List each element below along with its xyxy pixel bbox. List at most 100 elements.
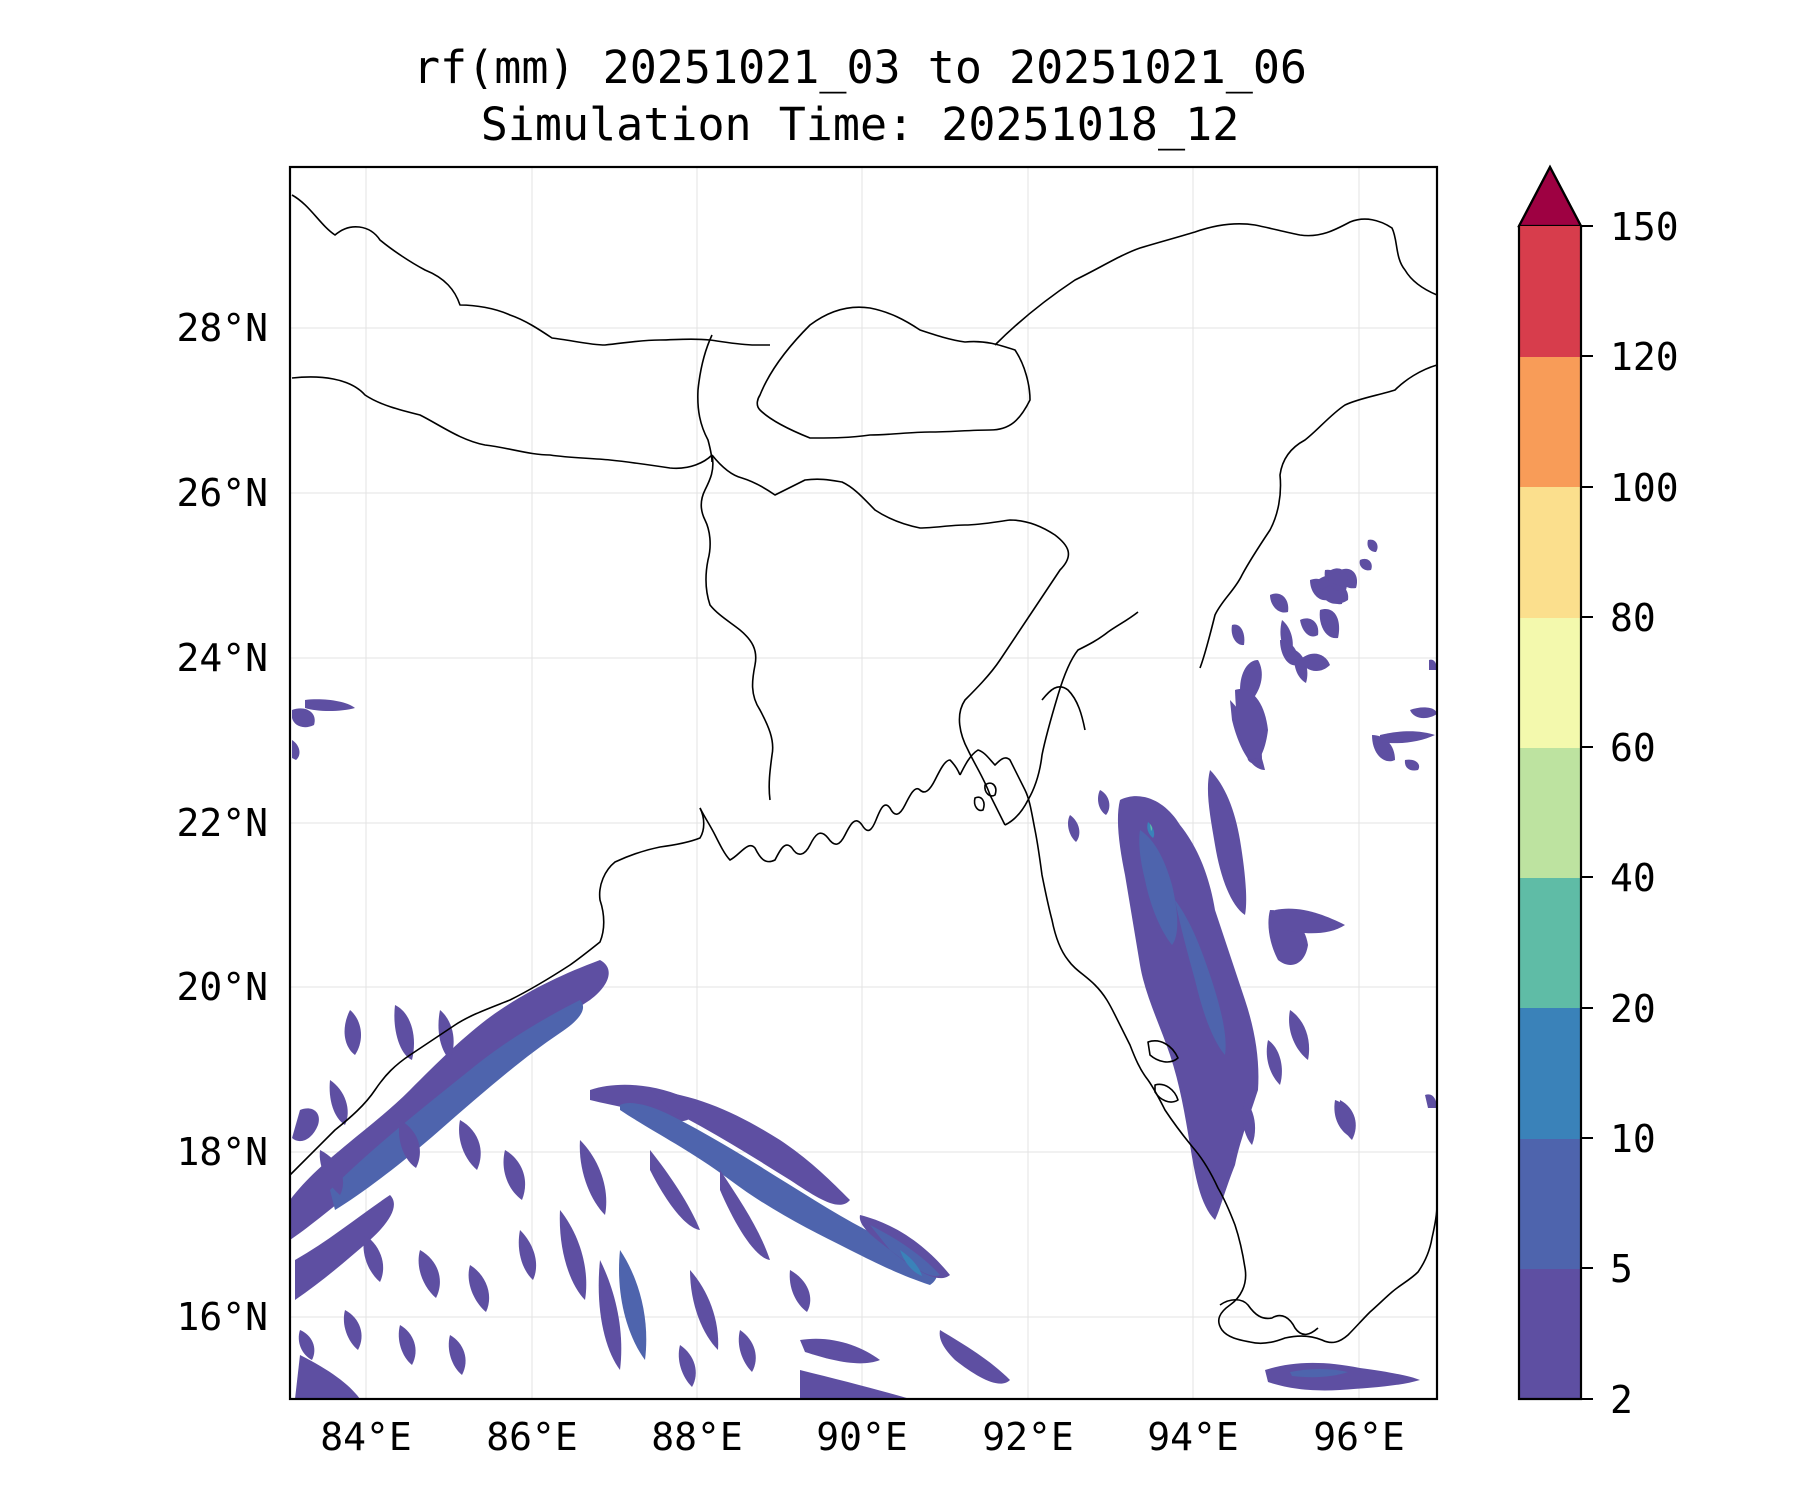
y-tick-label: 20°N xyxy=(176,965,268,1009)
y-tick-label: 28°N xyxy=(176,306,268,350)
rain-cell xyxy=(1266,1040,1282,1085)
y-tick-label: 24°N xyxy=(176,636,268,680)
coastlines-borders xyxy=(289,194,1438,1345)
x-tick-label: 84°E xyxy=(320,1415,412,1459)
border-bangladesh-west xyxy=(700,454,774,801)
rain-cell xyxy=(1367,539,1378,552)
x-tick-label: 92°E xyxy=(982,1415,1074,1459)
rainfall-contours xyxy=(290,539,1437,1399)
y-tick-label: 16°N xyxy=(176,1295,268,1339)
rain-cell xyxy=(1275,908,1345,934)
rain-cell xyxy=(298,1330,315,1360)
rain-cell xyxy=(1300,618,1319,637)
rain-cell xyxy=(1231,624,1245,646)
title-line-2: Simulation Time: 20251018_12 xyxy=(481,98,1240,151)
colorbar-segment xyxy=(1519,747,1581,878)
rain-cell xyxy=(398,1325,416,1365)
rain-cell xyxy=(1319,609,1340,639)
rain-cell xyxy=(678,1345,696,1387)
colorbar-segment xyxy=(1519,617,1581,748)
rain-cell xyxy=(690,1270,719,1350)
rain-cell xyxy=(720,1170,770,1260)
colorbar-tick-label: 10 xyxy=(1610,1117,1656,1161)
rain-cell xyxy=(438,1010,454,1060)
rain-cell xyxy=(1235,689,1266,760)
border-tripura xyxy=(1041,685,1086,731)
rain-cell xyxy=(295,1355,360,1399)
border-nepal-south xyxy=(291,376,713,470)
rain-cell xyxy=(1150,824,1153,831)
colorbar-outline xyxy=(1517,164,1583,1401)
colorbar-tick-label: 40 xyxy=(1610,856,1656,900)
rain-cell xyxy=(1300,653,1330,672)
rain-cell xyxy=(448,1335,466,1375)
coast-myanmar-islands xyxy=(1154,1083,1179,1103)
coast-bangladesh-east xyxy=(959,749,1438,1345)
colorbar-segment xyxy=(1519,1138,1581,1269)
rain-cell xyxy=(800,1338,880,1364)
colorbar: 2 5 10 20 40 60 80 100 120 150 xyxy=(1517,164,1679,1422)
coast-india-east xyxy=(289,807,705,1176)
rain-cell xyxy=(650,1150,700,1230)
colorbar-segment xyxy=(1519,356,1581,487)
map-background xyxy=(290,167,1437,1399)
title-line-1: rf(mm) 20251021_03 to 20251021_06 xyxy=(413,41,1307,94)
rain-cell xyxy=(295,1195,394,1300)
rain-cell xyxy=(738,1330,756,1372)
x-axis-labels: 84°E 86°E 88°E 90°E 92°E 94°E 96°E xyxy=(320,1415,1405,1459)
border-myanmar-west xyxy=(1004,611,1139,826)
rain-cell xyxy=(598,1260,622,1370)
border-myanmar-north xyxy=(1199,364,1438,669)
rain-cell xyxy=(1289,1010,1310,1060)
rain-cell xyxy=(1098,790,1110,815)
coast-myanmar-islands xyxy=(1147,1040,1179,1063)
colorbar-segment xyxy=(1519,1268,1581,1399)
rain-cell xyxy=(459,1120,481,1170)
y-tick-label: 22°N xyxy=(176,801,268,845)
rain-cell xyxy=(900,1250,922,1276)
x-tick-label: 96°E xyxy=(1313,1415,1405,1459)
colorbar-tick-label: 60 xyxy=(1610,726,1656,770)
colorbar-extend-arrow xyxy=(1517,164,1583,228)
rain-cell xyxy=(870,1225,940,1276)
colorbar-segment xyxy=(1519,877,1581,1008)
gridlines xyxy=(290,167,1437,1399)
border-bangladesh xyxy=(711,454,1070,826)
rain-cell xyxy=(1242,1100,1256,1145)
map-panel xyxy=(288,165,1439,1401)
rain-cell xyxy=(1429,659,1437,670)
rain-cell xyxy=(1372,735,1395,762)
rain-cell xyxy=(418,1250,440,1298)
rain-cell xyxy=(329,1080,348,1125)
colorbar-tick-label: 150 xyxy=(1610,205,1679,249)
rain-cell xyxy=(305,699,355,711)
x-tick-label: 94°E xyxy=(1147,1415,1239,1459)
rain-cell xyxy=(1265,1362,1420,1391)
rain-cell xyxy=(650,1090,850,1205)
rain-cell xyxy=(1404,759,1420,771)
rain-cell xyxy=(363,1235,384,1282)
rain-cell xyxy=(800,1370,910,1399)
rain-cell xyxy=(343,1310,362,1350)
rain-cell xyxy=(518,1230,537,1280)
rain-cell xyxy=(1359,558,1372,571)
rain-cell xyxy=(292,708,315,728)
border-bhutan xyxy=(756,306,1031,439)
rain-cell xyxy=(1280,620,1293,658)
rain-cell xyxy=(1425,1094,1437,1108)
y-tick-label: 18°N xyxy=(176,1130,268,1174)
rain-cell xyxy=(559,1210,587,1300)
rain-cell xyxy=(1068,815,1080,842)
x-tick-label: 90°E xyxy=(816,1415,908,1459)
map-frame xyxy=(288,165,1439,1401)
colorbar-tick-label: 2 xyxy=(1610,1378,1633,1422)
rain-cell xyxy=(1339,1100,1356,1140)
rain-cell xyxy=(292,740,300,760)
coast-myanmar-islands xyxy=(973,796,985,812)
rain-cell xyxy=(468,1265,490,1312)
rain-cell xyxy=(1327,568,1348,586)
rain-cell xyxy=(1380,731,1435,744)
coast-delta xyxy=(1219,1298,1319,1336)
rain-cell xyxy=(1139,830,1178,945)
